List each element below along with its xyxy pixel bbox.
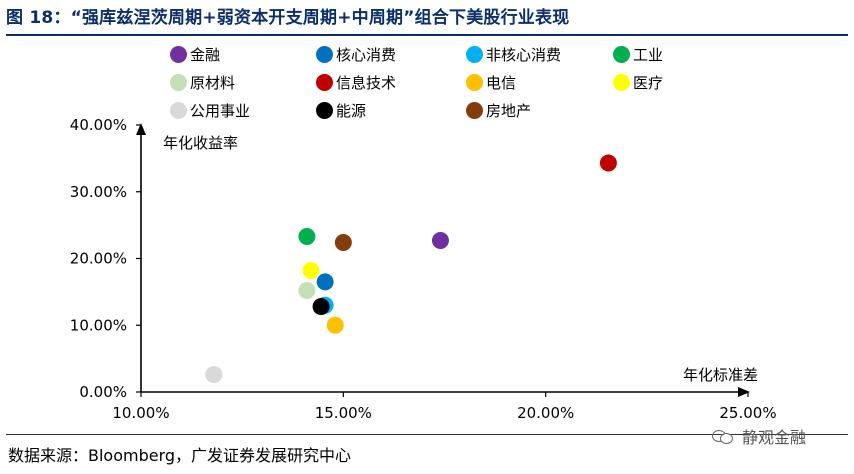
data-point <box>334 233 352 251</box>
source-note: 数据来源：Bloomberg，广发证券发展研究中心 <box>8 446 352 465</box>
legend-item: 公用事业 <box>170 98 250 122</box>
legend-swatch <box>613 73 630 91</box>
data-point <box>316 273 334 291</box>
legend-item: 金融 <box>170 42 220 66</box>
data-point <box>431 231 449 249</box>
y-tick-label: 10.00% <box>70 316 127 334</box>
data-point <box>298 282 316 300</box>
legend-label: 信息技术 <box>336 73 397 92</box>
x-axis-arrow <box>738 387 750 397</box>
data-point <box>326 316 344 334</box>
footer-divider <box>6 434 848 435</box>
legend-item: 能源 <box>316 98 366 122</box>
data-point <box>205 366 223 384</box>
axes <box>136 123 750 397</box>
data-point <box>298 227 316 245</box>
y-axis-label: 年化收益率 <box>163 134 238 152</box>
legend-label: 核心消费 <box>336 45 397 64</box>
y-tick-label: 20.00% <box>70 250 127 268</box>
y-tick-label: 40.00% <box>70 116 127 134</box>
legend-item: 核心消费 <box>316 42 396 66</box>
legend-label: 房地产 <box>486 101 532 120</box>
y-axis-arrow <box>136 123 146 135</box>
legend-label: 医疗 <box>633 73 664 92</box>
legend-swatch <box>170 101 187 119</box>
legend-swatch <box>613 45 630 63</box>
title-divider <box>6 34 848 36</box>
legend-label: 金融 <box>190 45 221 64</box>
legend-swatch <box>316 73 333 91</box>
watermark: 静观金融 <box>712 424 806 448</box>
watermark-text: 静观金融 <box>742 428 807 447</box>
legend-swatch <box>170 45 187 63</box>
legend-item: 原材料 <box>170 70 235 94</box>
y-tick-label: 30.00% <box>70 183 127 201</box>
legend-swatch <box>466 73 483 91</box>
legend-label: 电信 <box>486 73 517 92</box>
figure-title: 图 18：“强库兹涅茨周期+弱资本开支周期+中周期”组合下美股行业表现 <box>6 8 570 28</box>
x-tick-label: 25.00% <box>719 404 776 422</box>
x-tick-label: 20.00% <box>517 404 574 422</box>
legend-item: 房地产 <box>466 98 531 122</box>
legend-swatch <box>466 101 483 119</box>
data-point <box>302 262 320 280</box>
legend-item: 信息技术 <box>316 70 396 94</box>
data-points <box>205 154 617 384</box>
data-point <box>599 154 617 172</box>
legend-label: 工业 <box>633 45 664 64</box>
x-tick-label: 15.00% <box>315 404 372 422</box>
data-point <box>312 298 330 316</box>
legend-swatch <box>170 73 187 91</box>
legend-swatch <box>316 45 333 63</box>
legend-label: 原材料 <box>190 73 236 92</box>
legend-item: 电信 <box>466 70 516 94</box>
legend-label: 能源 <box>336 101 367 120</box>
legend: 金融 核心消费 非核心消费 工业原材料 信息技术 电信 医疗公用事业 能源 房地产 <box>170 42 730 126</box>
legend-label: 公用事业 <box>190 101 251 120</box>
legend-swatch <box>466 45 483 63</box>
legend-label: 非核心消费 <box>486 45 562 64</box>
legend-swatch <box>316 101 333 119</box>
tick-labels: 10.00% 15.00% 20.00% 25.00% 0.00% 10.00% 20.00… <box>70 116 777 422</box>
wechat-icon <box>712 428 734 444</box>
legend-item: 非核心消费 <box>466 42 561 66</box>
legend-item: 工业 <box>613 42 663 66</box>
legend-item: 医疗 <box>613 70 663 94</box>
y-tick-label: 0.00% <box>79 383 127 401</box>
x-axis-label: 年化标准差 <box>683 366 758 384</box>
x-tick-label: 10.00% <box>112 404 169 422</box>
